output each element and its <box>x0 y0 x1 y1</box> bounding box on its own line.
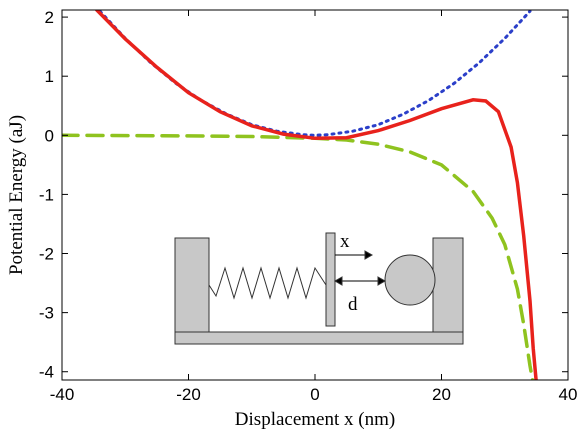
y-tick-label: -2 <box>39 245 54 264</box>
x-tick-label: 0 <box>310 385 319 404</box>
x-tick-label: 20 <box>432 385 451 404</box>
y-tick-label: 0 <box>45 126 54 145</box>
line-series <box>62 133 535 380</box>
y-tick-label: -4 <box>39 363 54 382</box>
x-axis-label: Displacement x (nm) <box>235 409 395 430</box>
line-series <box>95 10 538 380</box>
x-tick-label: -40 <box>50 385 75 404</box>
annotation: d <box>348 294 358 315</box>
plot-frame <box>61 9 569 381</box>
y-tick-label: -3 <box>39 304 54 323</box>
y-tick-label: 2 <box>45 8 54 27</box>
y-axis-label: Potential Energy (aJ) <box>6 115 27 275</box>
x-tick-label: 40 <box>559 385 578 404</box>
y-tick-label: -1 <box>39 185 54 204</box>
annotation: x <box>340 231 350 252</box>
y-tick-label: 1 <box>45 67 54 86</box>
x-tick-label: -20 <box>176 385 201 404</box>
inset-diagram <box>174 232 464 345</box>
